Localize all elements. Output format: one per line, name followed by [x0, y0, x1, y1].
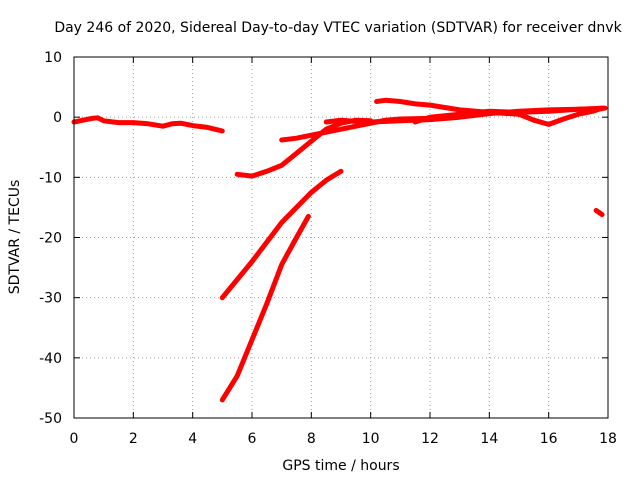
x-tick-label: 18	[599, 431, 617, 447]
y-tick-label: -50	[39, 411, 62, 427]
x-tick-label: 8	[307, 431, 316, 447]
axis-ticks	[73, 56, 609, 419]
x-tick-label: 6	[248, 431, 257, 447]
y-tick-label: 0	[53, 110, 62, 126]
y-tick-label: -20	[39, 231, 62, 247]
x-tick-label: 10	[362, 431, 380, 447]
series-line-arc-10	[593, 207, 605, 218]
y-axis-label: SDTVAR / TECUs	[7, 180, 23, 295]
x-tick-label: 14	[480, 431, 498, 447]
x-tick-label: 2	[129, 431, 138, 447]
series-layer	[71, 97, 608, 403]
y-tick-label: -30	[39, 291, 62, 307]
series-line-arc-1	[71, 115, 225, 134]
y-tick-label: -10	[39, 170, 62, 186]
x-tick-label: 4	[188, 431, 197, 447]
y-tick-label: -40	[39, 351, 62, 367]
x-tick-label: 0	[70, 431, 79, 447]
series-line-arc-7	[516, 105, 605, 127]
series-line-arc-8	[219, 168, 344, 301]
x-tick-label: 16	[540, 431, 558, 447]
x-axis-label: GPS time / hours	[282, 458, 399, 474]
y-tick-labels: 10 0 -10 -20 -30 -40 -50	[39, 50, 62, 427]
x-tick-labels: 0 2 4 6 8 10 12 14 16 18	[70, 431, 617, 447]
y-tick-label: 10	[44, 50, 62, 66]
x-tick-label: 12	[421, 431, 439, 447]
chart-title: Day 246 of 2020, Sidereal Day-to-day VTE…	[54, 20, 622, 36]
series-line-arc-6	[412, 105, 608, 125]
series-line-arc-9	[219, 213, 311, 403]
